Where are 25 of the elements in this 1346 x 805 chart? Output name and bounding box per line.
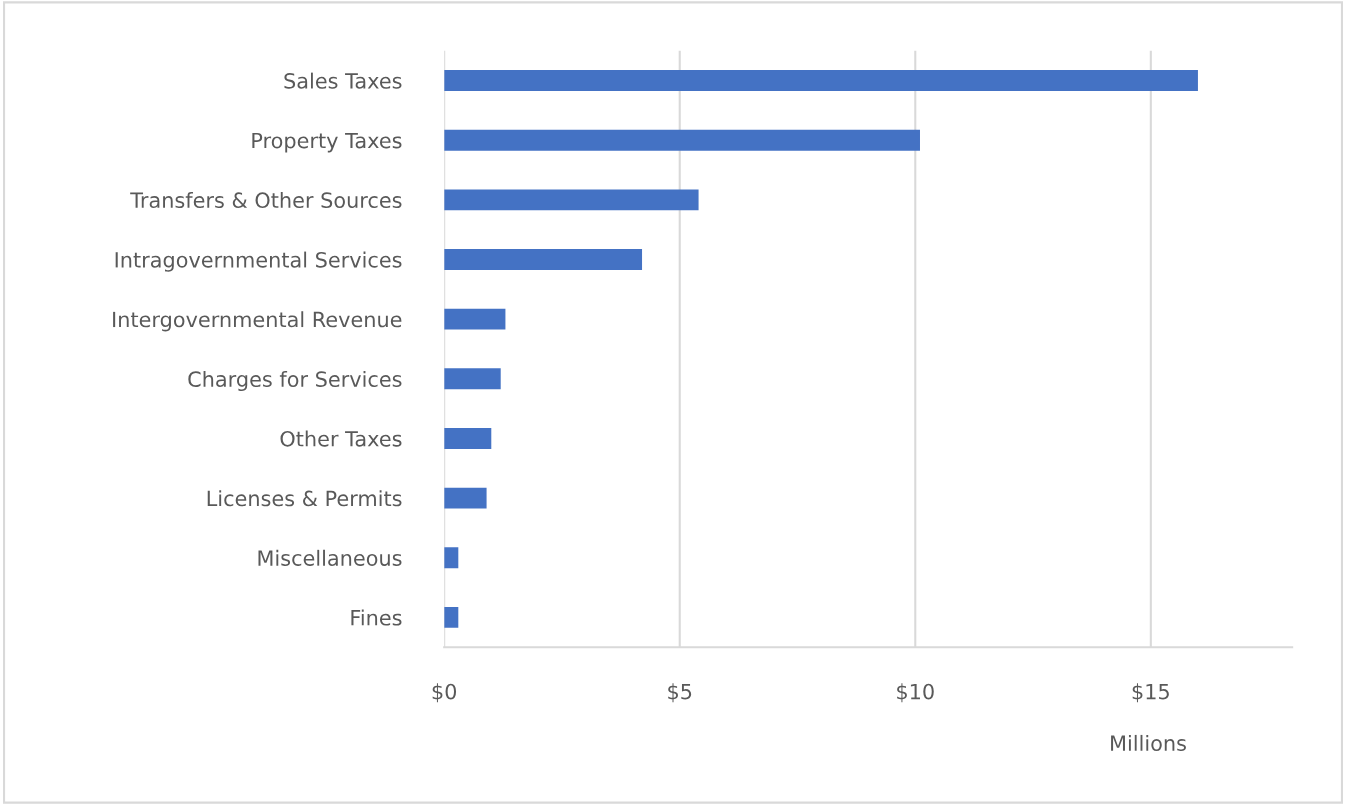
bar xyxy=(444,606,459,628)
y-tick-label: Charges for Services xyxy=(188,370,402,392)
y-tick-label: Intragovernmental Services xyxy=(115,251,402,272)
y-tick-label: Transfers & Other Sources xyxy=(130,191,402,209)
x-tick-label: $10 xyxy=(897,683,934,703)
bar xyxy=(444,70,1198,91)
bar xyxy=(444,249,643,270)
bar xyxy=(444,487,487,509)
y-tick-label: Sales Taxes xyxy=(284,72,402,89)
bar xyxy=(444,547,459,569)
bar xyxy=(444,189,699,211)
x-tick-label: $15 xyxy=(1132,683,1169,703)
y-tick-label: Property Taxes xyxy=(252,132,402,153)
x-axis-title: Millions xyxy=(1111,734,1186,752)
y-tick-label: Intergovernmental Revenue xyxy=(113,311,402,332)
x-tick-label: $5 xyxy=(668,683,692,703)
y-tick-label: Miscellaneous xyxy=(258,549,402,566)
bar xyxy=(444,368,501,390)
bar xyxy=(444,308,506,330)
x-tick-label: $0 xyxy=(432,683,457,703)
y-tick-label: Fines xyxy=(351,609,402,626)
bar xyxy=(444,129,920,151)
y-tick-label: Licenses & Permits xyxy=(207,490,402,507)
y-tick-label: Other Taxes xyxy=(280,430,402,447)
bar xyxy=(444,428,492,449)
